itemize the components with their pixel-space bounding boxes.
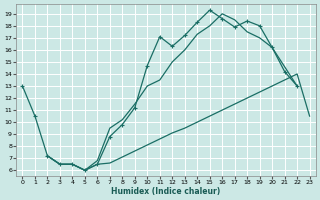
X-axis label: Humidex (Indice chaleur): Humidex (Indice chaleur) <box>111 187 221 196</box>
